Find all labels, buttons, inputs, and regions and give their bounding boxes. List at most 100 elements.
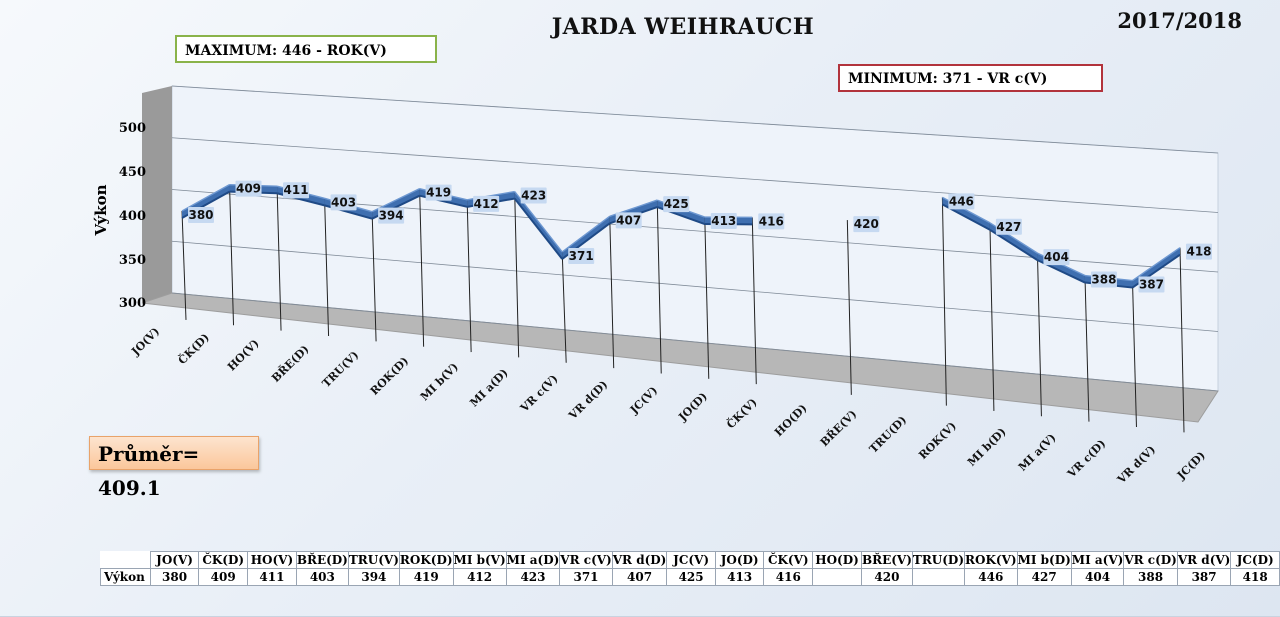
data-label: 418 (1186, 245, 1211, 259)
table-value-cell: 411 (248, 569, 297, 586)
table-header-cell: JC(D) (1231, 552, 1280, 569)
x-tick-label: BŘE(V) (817, 407, 859, 449)
x-tick-label: BŘE(D) (269, 342, 312, 385)
table-header-cell: ČK(D) (199, 552, 248, 569)
table-header-cell: MI a(D) (506, 552, 560, 569)
table-value-cell: 413 (715, 569, 764, 586)
table-value-cell: 412 (453, 569, 506, 586)
data-label: 416 (759, 214, 784, 228)
data-table: JO(V)ČK(D)HO(V)BŘE(D)TRU(V)ROK(D)MI b(V)… (100, 551, 1280, 586)
data-label: 420 (854, 217, 879, 231)
table-row-label: Výkon (101, 569, 151, 586)
table-header-cell: JO(V) (150, 552, 199, 569)
data-label: 419 (426, 186, 451, 200)
y-tick-label: 350 (100, 253, 146, 268)
table-header-cell: ČK(V) (764, 552, 813, 569)
table-value-cell: 425 (667, 569, 716, 586)
x-tick-label: VR d(V) (1114, 443, 1158, 487)
data-label: 425 (664, 197, 689, 211)
table-value-cell: 416 (764, 569, 813, 586)
data-label: 409 (236, 182, 261, 196)
x-tick-label: JC(V) (627, 384, 660, 417)
table-header-cell: MI b(D) (1017, 552, 1071, 569)
table-header-cell: HO(D) (813, 552, 862, 569)
table-header-cell: VR d(V) (1177, 552, 1231, 569)
plot-side-wall (142, 86, 172, 303)
data-label: 427 (996, 220, 1021, 234)
table-header-cell: VR c(V) (560, 552, 612, 569)
data-label: 404 (1044, 250, 1069, 264)
average-box: Průměr= 409.1 (89, 436, 259, 470)
table-value-cell: 403 (296, 569, 348, 586)
table-value-cell: 371 (560, 569, 612, 586)
y-tick-label: 300 (100, 296, 146, 311)
table-value-cell: 419 (399, 569, 453, 586)
y-tick-label: 400 (100, 209, 146, 224)
x-tick-label: TRU(V) (320, 349, 362, 391)
data-label: 387 (1139, 278, 1164, 292)
minimum-box: MINIMUM: 371 - VR c(V) (838, 64, 1103, 92)
data-label: 412 (474, 197, 499, 211)
table-value-cell: 394 (348, 569, 399, 586)
x-tick-label: ČK(V) (723, 395, 759, 431)
data-label: 411 (284, 183, 309, 197)
table-value-cell: 418 (1231, 569, 1280, 586)
table-header-cell: MI b(V) (453, 552, 506, 569)
x-tick-label: HO(D) (772, 402, 809, 439)
table-header-cell: ROK(V) (965, 552, 1018, 569)
table-value-cell: 380 (150, 569, 199, 586)
data-label: 413 (711, 214, 736, 228)
x-tick-label: MI a(V) (1016, 431, 1059, 474)
x-tick-label: VR c(V) (517, 372, 560, 415)
x-tick-label: ROK(V) (916, 419, 959, 462)
table-value-cell: 420 (861, 569, 912, 586)
table-header-cell: JO(D) (715, 552, 764, 569)
table-value-cell (912, 569, 964, 586)
table-header-cell: JC(V) (667, 552, 716, 569)
table-corner (101, 552, 151, 569)
table-header-cell: TRU(V) (348, 552, 399, 569)
table-header-cell: MI a(V) (1071, 552, 1124, 569)
x-tick-label: ROK(D) (368, 354, 411, 397)
data-label: 371 (569, 249, 594, 263)
table-value-cell (813, 569, 862, 586)
table-header-cell: ROK(D) (399, 552, 453, 569)
y-tick-label: 500 (100, 121, 146, 136)
x-tick-label: MI b(D) (965, 425, 1009, 469)
x-tick-label: HO(V) (225, 337, 262, 374)
x-tick-label: JO(V) (128, 325, 162, 359)
table-value-cell: 388 (1124, 569, 1178, 586)
table-value-cell: 423 (506, 569, 560, 586)
x-tick-label: MI b(V) (418, 360, 461, 403)
table-header-cell: HO(V) (248, 552, 297, 569)
maximum-box: MAXIMUM: 446 - ROK(V) (175, 35, 437, 63)
data-label: 407 (616, 213, 641, 227)
table-header-row: JO(V)ČK(D)HO(V)BŘE(D)TRU(V)ROK(D)MI b(V)… (101, 552, 1280, 569)
table-value-cell: 387 (1177, 569, 1231, 586)
table-header-cell: VR c(D) (1124, 552, 1178, 569)
data-label: 446 (949, 194, 974, 208)
season-label: 2017/2018 (1117, 8, 1242, 33)
table-header-cell: BŘE(V) (861, 552, 912, 569)
data-label: 394 (379, 209, 404, 223)
table-value-cell: 446 (965, 569, 1018, 586)
table-header-cell: BŘE(D) (296, 552, 348, 569)
x-tick-label: JO(D) (675, 390, 709, 424)
x-tick-label: VR d(D) (566, 378, 611, 423)
data-label: 388 (1091, 273, 1116, 287)
x-tick-label: MI a(D) (467, 366, 510, 409)
y-tick-label: 450 (100, 165, 146, 180)
table-value-cell: 409 (199, 569, 248, 586)
x-tick-label: ČK(D) (175, 330, 212, 367)
table-header-cell: TRU(D) (912, 552, 964, 569)
table-value-cell: 404 (1071, 569, 1124, 586)
table-value-cell: 407 (612, 569, 667, 586)
data-label: 403 (331, 195, 356, 209)
data-label: 423 (521, 189, 546, 203)
x-tick-label: JC(D) (1174, 449, 1208, 483)
data-label: 380 (188, 208, 213, 222)
table-value-cell: 427 (1017, 569, 1071, 586)
